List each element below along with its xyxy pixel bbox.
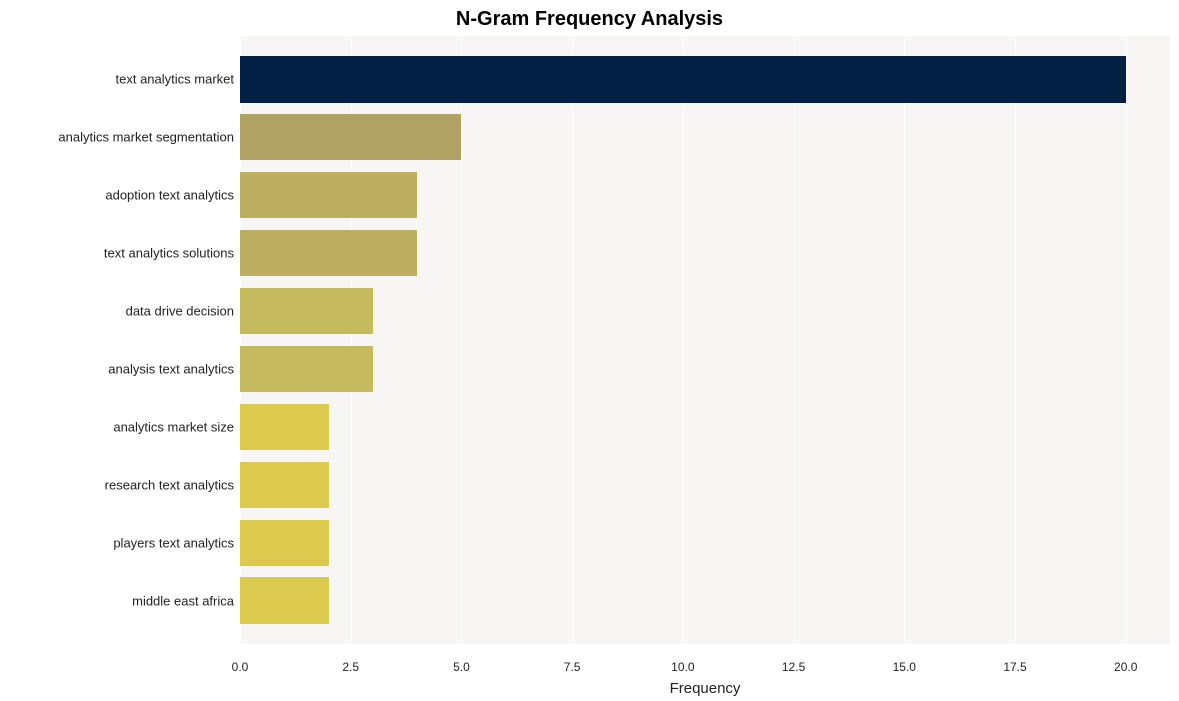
chart-title: N-Gram Frequency Analysis: [0, 8, 1179, 31]
bar: [240, 56, 1126, 102]
x-tick-label: 20.0: [1114, 660, 1137, 674]
bar: [240, 114, 461, 160]
y-axis-labels: text analytics market analytics market se…: [0, 36, 234, 644]
plot-area: [240, 36, 1170, 644]
x-tick-label: 0.0: [232, 660, 249, 674]
y-tick-label: adoption text analytics: [105, 188, 234, 203]
y-tick-label: middle east africa: [132, 593, 234, 608]
bar: [240, 230, 417, 276]
x-tick-label: 12.5: [782, 660, 805, 674]
bars-group: [240, 36, 1170, 644]
bar: [240, 520, 329, 566]
y-tick-label: analytics market size: [113, 419, 234, 434]
bar: [240, 404, 329, 450]
bar: [240, 172, 417, 218]
x-tick-label: 7.5: [564, 660, 581, 674]
x-tick-label: 2.5: [342, 660, 359, 674]
x-tick-label: 5.0: [453, 660, 470, 674]
y-tick-label: text analytics solutions: [104, 246, 234, 261]
chart-container: N-Gram Frequency Analysis text analytics…: [0, 0, 1179, 701]
x-tick-label: 17.5: [1003, 660, 1026, 674]
bar: [240, 346, 373, 392]
y-tick-label: research text analytics: [105, 477, 234, 492]
y-tick-label: analytics market segmentation: [58, 130, 234, 145]
bar: [240, 288, 373, 334]
x-tick-label: 15.0: [893, 660, 916, 674]
bar: [240, 577, 329, 623]
x-axis-label: Frequency: [670, 680, 741, 697]
y-tick-label: analysis text analytics: [108, 361, 234, 376]
bar: [240, 462, 329, 508]
y-tick-label: text analytics market: [116, 72, 235, 87]
x-tick-label: 10.0: [671, 660, 694, 674]
y-tick-label: players text analytics: [113, 535, 234, 550]
y-tick-label: data drive decision: [126, 304, 234, 319]
